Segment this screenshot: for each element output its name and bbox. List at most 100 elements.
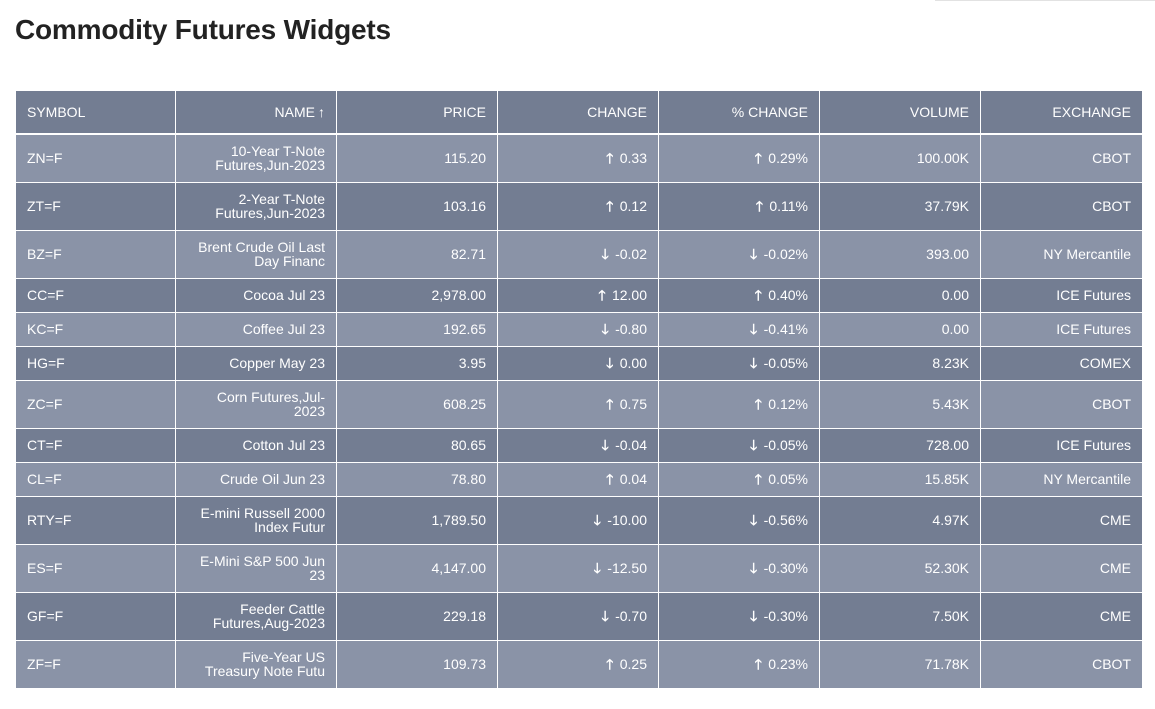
arrow-up-icon: 🡑: [754, 287, 762, 303]
cell-volume: 393.00: [819, 229, 981, 279]
cell-volume: 5.43K: [819, 379, 981, 429]
change-value: -10.00: [607, 512, 647, 528]
page-title: Commodity Futures Widgets: [15, 14, 391, 45]
arrow-down-icon: 🡓: [750, 437, 758, 453]
arrow-up-icon: 🡑: [754, 471, 762, 487]
cell-volume: 15.85K: [819, 461, 981, 497]
cell-price: 82.71: [336, 229, 498, 279]
pct-change-value: 0.12%: [768, 396, 808, 412]
cell-volume: 8.23K: [819, 345, 981, 381]
table-row[interactable]: BZ=F Brent Crude Oil Last Day Financ 82.71…: [15, 229, 1142, 279]
cell-volume: 4.97K: [819, 495, 981, 545]
table-row[interactable]: ES=F E-Mini S&P 500 Jun 23 4,147.00 🡓 -12.50…: [15, 543, 1142, 593]
table-row[interactable]: ZC=F Corn Futures,Jul-2023 608.25 🡑 0.75 🡑 0.1…: [15, 379, 1142, 429]
pct-change-value: -0.02%: [763, 246, 808, 262]
change-value: 0.33: [619, 150, 647, 167]
arrow-down-icon: 🡓: [750, 608, 758, 624]
cell-symbol: CC=F: [15, 277, 176, 313]
table-row[interactable]: CL=F Crude Oil Jun 23 78.80 🡑 0.04 🡑 0.05% 15.8…: [15, 461, 1142, 497]
cell-symbol: CT=F: [15, 427, 176, 463]
change-value: 12.00: [611, 287, 647, 303]
cell-name: Crude Oil Jun 23: [175, 461, 337, 497]
change-value: 0.04: [619, 471, 647, 487]
table-row[interactable]: CT=F Cotton Jul 23 80.65 🡓 -0.04 🡓 -0.05% 728.0…: [15, 427, 1142, 463]
cell-change: 🡑 0.33: [497, 133, 659, 183]
arrow-up-icon: 🡑: [754, 656, 762, 672]
cell-change: 🡓 -0.04: [497, 427, 659, 463]
arrow-up-icon: 🡑: [606, 396, 614, 412]
cell-change: 🡑 0.75: [497, 379, 659, 429]
column-header-volume[interactable]: VOLUME: [819, 90, 981, 135]
cell-exchange: CBOT: [980, 639, 1142, 689]
arrow-down-icon: 🡓: [750, 246, 758, 262]
cell-symbol: ZN=F: [15, 133, 176, 183]
header-row: SYMBOL NAME ↑ PRICE CHANGE % CHANGE VOLUM…: [15, 90, 1142, 135]
cell-name: Feeder Cattle Futures,Aug-2023: [175, 591, 337, 641]
cell-volume: 7.50K: [819, 591, 981, 641]
cell-price: 115.20: [336, 133, 498, 183]
cell-exchange: CME: [980, 495, 1142, 545]
cell-pct-change: 🡓 -0.05%: [658, 427, 820, 463]
cell-volume: 0.00: [819, 311, 981, 347]
cell-pct-change: 🡑 0.23%: [658, 639, 820, 689]
cell-price: 80.65: [336, 427, 498, 463]
cell-change: 🡓 -12.50: [497, 543, 659, 593]
arrow-up-icon: 🡑: [755, 198, 763, 214]
cell-exchange: CME: [980, 543, 1142, 593]
column-header-name[interactable]: NAME ↑: [175, 90, 337, 135]
table-row[interactable]: ZT=F 2-Year T-Note Futures,Jun-2023 103.16…: [15, 181, 1142, 231]
arrow-down-icon: 🡓: [601, 437, 609, 453]
column-header-volume-label: VOLUME: [909, 104, 969, 120]
change-value: -0.80: [615, 321, 647, 337]
cell-exchange: ICE Futures: [980, 311, 1142, 347]
cell-pct-change: 🡓 -0.30%: [658, 591, 820, 641]
cell-name: Corn Futures,Jul-2023: [175, 379, 337, 429]
column-header-pct-change[interactable]: % CHANGE: [658, 90, 820, 135]
arrow-up-icon: 🡑: [598, 287, 606, 303]
cell-volume: 52.30K: [819, 543, 981, 593]
table-row[interactable]: ZF=F Five-Year US Treasury Note Futu 109.7…: [15, 639, 1142, 689]
table-row[interactable]: KC=F Coffee Jul 23 192.65 🡓 -0.80 🡓 -0.41% 0.00…: [15, 311, 1142, 347]
cell-volume: 37.79K: [819, 181, 981, 231]
sort-ascending-icon[interactable]: ↑: [318, 104, 325, 120]
pct-change-value: 0.05%: [768, 471, 808, 487]
column-header-exchange[interactable]: EXCHANGE: [980, 90, 1142, 135]
cell-symbol: CL=F: [15, 461, 176, 497]
cell-price: 608.25: [336, 379, 498, 429]
table-row[interactable]: ZN=F 10-Year T-Note Futures,Jun-2023 115.2…: [15, 133, 1142, 183]
cell-change: 🡑 12.00: [497, 277, 659, 313]
cell-volume: 100.00K: [819, 133, 981, 183]
table-row[interactable]: CC=F Cocoa Jul 23 2,978.00 🡑 12.00 🡑 0.40% 0.00…: [15, 277, 1142, 313]
table-row[interactable]: HG=F Copper May 23 3.95 🡓 0.00 🡓 -0.05% 8.23K CO…: [15, 345, 1142, 381]
cell-name: Five-Year US Treasury Note Futu: [175, 639, 337, 689]
table-row[interactable]: RTY=F E-mini Russell 2000 Index Futur 1,78…: [15, 495, 1142, 545]
change-value: -12.50: [607, 560, 647, 576]
cell-exchange: COMEX: [980, 345, 1142, 381]
column-header-symbol[interactable]: SYMBOL: [15, 90, 176, 135]
pct-change-value: -0.56%: [763, 512, 808, 528]
pct-change-value: -0.05%: [763, 355, 808, 371]
column-header-price[interactable]: PRICE: [336, 90, 498, 135]
cell-symbol: HG=F: [15, 345, 176, 381]
arrow-down-icon: 🡓: [601, 608, 609, 624]
cell-price: 2,978.00: [336, 277, 498, 313]
cell-exchange: NY Mercantile: [980, 229, 1142, 279]
cell-name: Cocoa Jul 23: [175, 277, 337, 313]
arrow-up-icon: 🡑: [606, 150, 614, 167]
cell-name: 10-Year T-Note Futures,Jun-2023: [175, 133, 337, 183]
cell-symbol: ZC=F: [15, 379, 176, 429]
futures-table-container[interactable]: SYMBOL NAME ↑ PRICE CHANGE % CHANGE VOLUM…: [15, 90, 1142, 709]
cell-price: 4,147.00: [336, 543, 498, 593]
change-value: 0.75: [619, 396, 647, 412]
cell-pct-change: 🡓 -0.41%: [658, 311, 820, 347]
table-row[interactable]: GF=F Feeder Cattle Futures,Aug-2023 229.18…: [15, 591, 1142, 641]
cell-exchange: CME: [980, 591, 1142, 641]
cell-exchange: ICE Futures: [980, 427, 1142, 463]
arrow-down-icon: 🡓: [750, 321, 758, 337]
pct-change-value: -0.41%: [763, 321, 808, 337]
futures-table: SYMBOL NAME ↑ PRICE CHANGE % CHANGE VOLUM…: [15, 90, 1142, 689]
column-header-change[interactable]: CHANGE: [497, 90, 659, 135]
cell-name: Copper May 23: [175, 345, 337, 381]
cell-change: 🡓 -0.02: [497, 229, 659, 279]
cell-symbol: BZ=F: [15, 229, 176, 279]
